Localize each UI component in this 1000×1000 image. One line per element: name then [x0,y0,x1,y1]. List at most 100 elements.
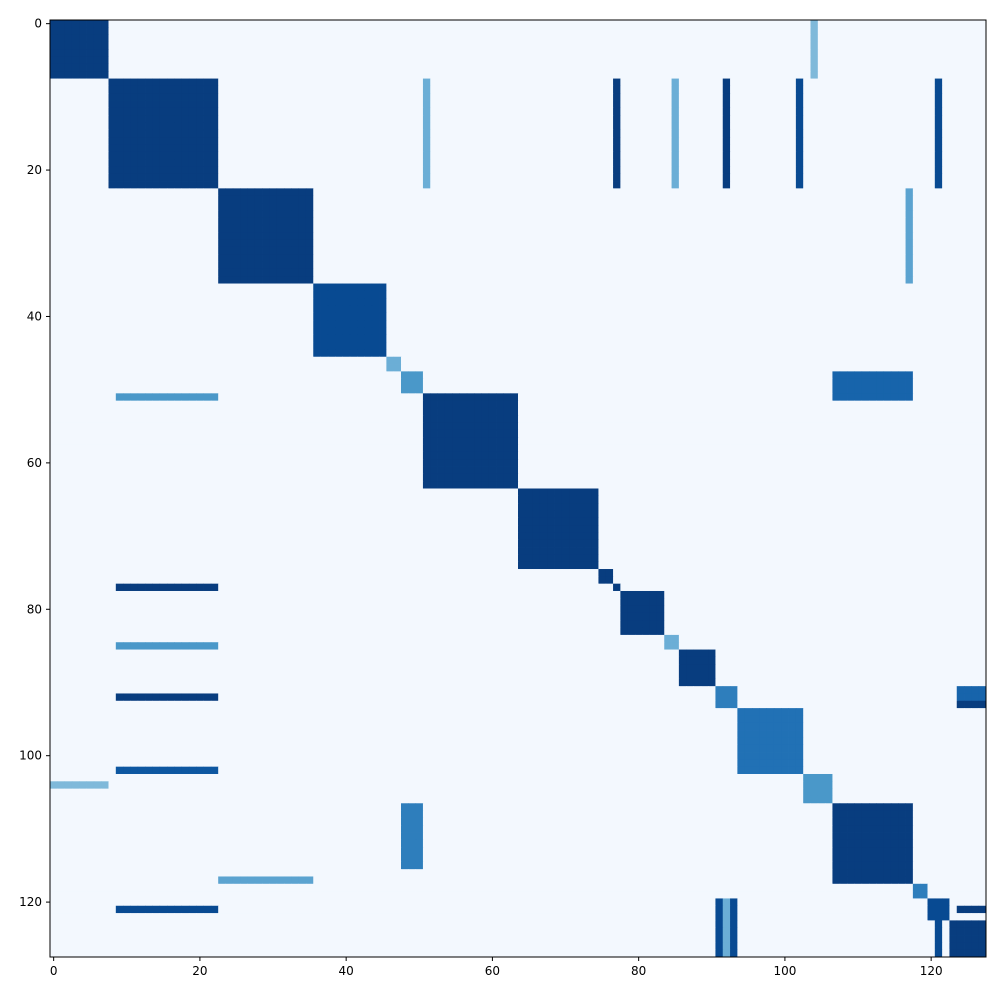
heatmap-cell [291,166,300,175]
heatmap-cell [678,290,687,299]
heatmap-cell [942,122,950,131]
heatmap-cell [847,41,855,50]
heatmap-cell [752,239,760,248]
heatmap-cell [79,290,87,299]
heatmap-cell [101,276,109,284]
heatmap-cell [422,195,431,204]
heatmap-cell [422,56,431,65]
heatmap-cell [466,290,475,299]
heatmap-cell [167,20,175,28]
heatmap-cell [752,268,760,277]
heatmap-cell [159,63,168,72]
heatmap-cell [678,144,687,153]
heatmap-cell [247,49,256,58]
heatmap-cell [437,246,446,255]
heatmap-cell [591,122,599,131]
heatmap-cell [137,85,146,94]
heatmap-cell [93,188,102,197]
heatmap-cell [188,34,197,43]
heatmap-cell [934,63,943,72]
heatmap-cell [254,20,263,28]
heatmap-cell [298,268,307,277]
heatmap-cell [744,254,753,262]
heatmap-cell [101,85,109,94]
heatmap-cell [115,41,124,50]
heatmap-cell [693,173,702,182]
heatmap-cell [50,305,58,314]
heatmap-cell [854,283,863,292]
heatmap-cell [196,298,204,306]
heatmap-cell [357,232,365,241]
heatmap-cell [188,129,197,138]
heatmap-cell [722,210,731,219]
heatmap-cell [196,181,204,189]
heatmap-cell [949,224,958,233]
heatmap-cell [327,100,336,109]
heatmap-cell [123,93,131,101]
heatmap-cell [510,232,519,241]
heatmap-cell [971,27,980,36]
heatmap-cell [313,137,321,145]
heatmap-cell [86,144,95,153]
heatmap-cell [101,144,109,153]
heatmap-cell [437,93,446,101]
heatmap-cell [93,261,102,270]
heatmap-cell [210,115,219,123]
heatmap-cell [569,115,577,123]
heatmap-cell [649,107,658,116]
heatmap-cell [678,107,687,116]
heatmap-cell [547,137,555,145]
heatmap-cell [174,181,183,189]
heatmap-cell [364,159,373,167]
heatmap-cell [737,115,746,123]
heatmap-cell [357,71,365,79]
heatmap-cell [920,122,928,131]
heatmap-cell [181,298,190,306]
heatmap-cell [591,63,599,72]
heatmap-cell [942,268,950,277]
heatmap-cell [817,20,826,28]
heatmap-cell [459,93,468,101]
heatmap-cell [664,210,672,219]
heatmap-cell [766,261,775,270]
heatmap-cell [510,100,519,109]
heatmap-cell [50,41,58,50]
heatmap-cell [912,41,921,50]
heatmap-cell [210,63,219,72]
heatmap-cell [393,41,402,50]
heatmap-cell [708,41,716,50]
heatmap-cell [123,217,131,226]
heatmap-cell [218,290,226,299]
heatmap-cell [730,78,738,87]
heatmap-cell [752,232,760,241]
heatmap-cell [949,63,958,72]
heatmap-cell [803,254,811,262]
heatmap-cell [591,298,599,306]
heatmap-cell [152,261,161,270]
heatmap-cell [715,246,724,255]
heatmap-cell [591,107,599,116]
heatmap-cell [430,56,438,65]
heatmap-cell [898,144,906,153]
heatmap-cell [218,181,226,189]
heatmap-cell [408,137,417,145]
heatmap-cell [371,268,380,277]
heatmap-cell [832,173,841,182]
heatmap-cell [130,173,139,182]
heatmap-cell [123,210,131,219]
heatmap-cell [452,41,460,50]
heatmap-cell [415,276,424,284]
heatmap-cell [810,210,819,219]
heatmap-cell [722,195,731,204]
heatmap-cell [298,239,307,248]
heatmap-cell [115,166,124,175]
heatmap-cell [752,115,760,123]
heatmap-cell [737,254,746,262]
heatmap-cell [327,246,336,255]
heatmap-cell [920,181,928,189]
heatmap-cell [327,181,336,189]
heatmap-cell [145,173,153,182]
heatmap-cell [437,129,446,138]
heatmap-cell [810,78,819,87]
heatmap-cell [635,210,643,219]
